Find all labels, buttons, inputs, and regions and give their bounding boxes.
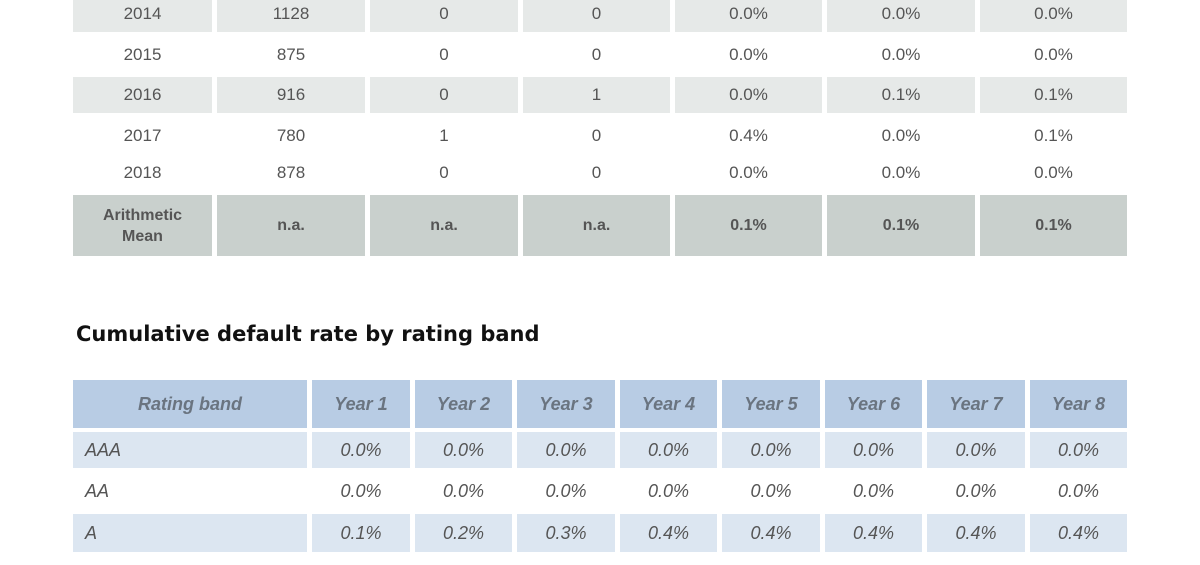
table-cell: 1128 <box>217 0 365 32</box>
table-cell: 0.4% <box>729 126 768 145</box>
table-cell: 0.4% <box>620 514 717 552</box>
header-cell: Year 8 <box>1030 380 1127 428</box>
table-cell: 0 <box>591 162 602 182</box>
table-cell: n.a. <box>523 195 670 256</box>
header-cell: Year 4 <box>620 380 717 428</box>
header-cell: Year 5 <box>722 380 820 428</box>
table-cell: 0.0% <box>881 44 921 64</box>
table-cell: 0.0% <box>955 480 997 501</box>
section-title: Cumulative default rate by rating band <box>76 322 540 346</box>
table-cell: 0 <box>523 0 670 32</box>
table-cell: 0.0% <box>545 480 587 501</box>
table-cell: 0.4% <box>825 514 922 552</box>
table-cell: n.a. <box>370 195 518 256</box>
table-cell: 0.1% <box>1034 126 1073 145</box>
table-cell: 0.0% <box>1057 480 1100 501</box>
table-cell: 0.2% <box>415 514 512 552</box>
table-cell: 0.0% <box>827 0 975 32</box>
table-cell: 0 <box>591 126 602 145</box>
table-cell: 0 <box>370 0 518 32</box>
table-cell: 0.0% <box>517 432 615 468</box>
table-cell: 0.0% <box>442 480 485 501</box>
table-cell: 0.0% <box>927 432 1025 468</box>
table-cell: 878 <box>276 162 306 182</box>
header-cell: Year 1 <box>312 380 410 428</box>
table-cell: AAA <box>73 432 307 468</box>
header-cell: Year 7 <box>927 380 1025 428</box>
table-cell: 0.4% <box>927 514 1025 552</box>
table-cell: 0.0% <box>729 162 768 182</box>
table-cell: 0.0% <box>980 0 1127 32</box>
table-cell: 0.3% <box>517 514 615 552</box>
table-cell: 0.1% <box>980 195 1127 256</box>
table-cell: 0.0% <box>1034 162 1073 182</box>
table-cell: 0.0% <box>852 480 895 501</box>
table-cell: 1 <box>523 77 670 113</box>
table-cell: AA <box>85 480 110 501</box>
header-cell: Year 2 <box>415 380 512 428</box>
table-cell: 0.0% <box>881 162 921 182</box>
table-cell: 0.0% <box>312 432 410 468</box>
table-cell: 0.0% <box>825 432 922 468</box>
table-cell: 0.0% <box>675 0 822 32</box>
table-cell: n.a. <box>217 195 365 256</box>
table-cell: 0.1% <box>980 77 1127 113</box>
table-cell: 0.0% <box>750 480 792 501</box>
table-cell: 0 <box>591 44 602 64</box>
table-cell: 0.0% <box>340 480 382 501</box>
table-cell: 0.4% <box>1030 514 1127 552</box>
table-cell: 0.0% <box>1034 44 1073 64</box>
table-cell: 0.0% <box>1030 432 1127 468</box>
table-cell: 0.0% <box>881 126 921 145</box>
table-cell: 2018 <box>123 162 162 182</box>
table-cell: 916 <box>217 77 365 113</box>
table-cell: 780 <box>276 126 306 145</box>
header-cell: Year 6 <box>825 380 922 428</box>
table-cell: 0.0% <box>729 44 768 64</box>
table-cell: 0.1% <box>312 514 410 552</box>
table-cell: 0.4% <box>722 514 820 552</box>
table-cell: 0.0% <box>675 77 822 113</box>
table-cell: Arithmetic Mean <box>73 195 212 256</box>
table-cell: 0.1% <box>675 195 822 256</box>
table-cell: 2014 <box>73 0 212 32</box>
header-cell: Year 3 <box>517 380 615 428</box>
table-cell: 2017 <box>123 126 162 145</box>
table-cell: 0 <box>370 77 518 113</box>
table-cell: 0.1% <box>827 195 975 256</box>
table-cell: 875 <box>276 44 306 64</box>
table-cell: 2016 <box>73 77 212 113</box>
table-cell: 0 <box>439 162 449 182</box>
table-cell: 0.0% <box>620 432 717 468</box>
table-cell: 0.1% <box>827 77 975 113</box>
table-cell: 1 <box>439 126 449 145</box>
table-cell: 0 <box>439 44 449 64</box>
header-cell: Rating band <box>73 380 307 428</box>
table-cell: 0.0% <box>722 432 820 468</box>
table-cell: A <box>73 514 307 552</box>
table-cell: 0.0% <box>415 432 512 468</box>
table-cell: 2015 <box>123 44 162 64</box>
table-cell: 0.0% <box>647 480 690 501</box>
